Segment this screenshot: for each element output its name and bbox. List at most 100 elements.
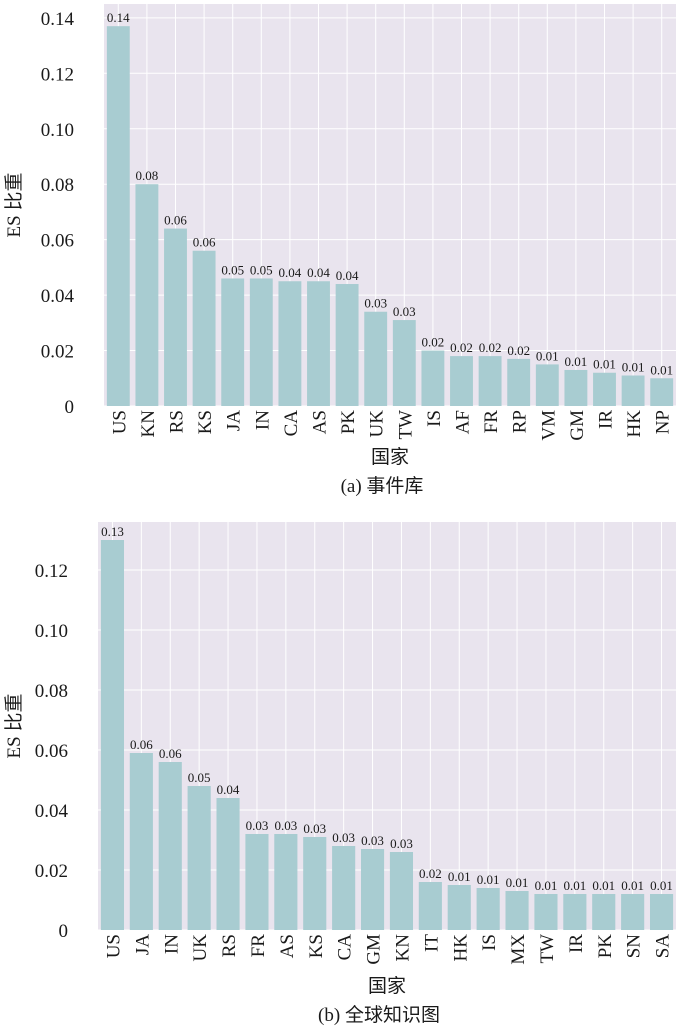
data-label: 0.01 (563, 878, 586, 893)
bar-us (106, 26, 130, 406)
bar-af (450, 356, 473, 406)
data-label: 0.03 (332, 830, 355, 845)
data-label: 0.05 (221, 262, 244, 277)
y-tick-label: 0 (59, 921, 69, 942)
data-label: 0.04 (307, 265, 330, 280)
data-label: 0.03 (361, 833, 384, 848)
data-label: 0.02 (422, 335, 445, 350)
x-tick-label: FR (481, 410, 502, 434)
bar-hk (447, 885, 471, 930)
bar-rs (164, 228, 187, 406)
x-tick-label: AS (277, 934, 298, 958)
x-tick-label: JA (224, 410, 245, 431)
bar-is (476, 888, 500, 930)
x-tick-label: KS (195, 410, 216, 434)
bar-it (418, 882, 442, 930)
x-axis-label: 国家 (371, 446, 409, 468)
data-label: 0.02 (419, 866, 442, 881)
bar-ks (192, 250, 216, 406)
bar-kn (389, 852, 414, 930)
data-label: 0.03 (246, 818, 269, 833)
x-tick-label: VM (538, 410, 559, 441)
y-tick-label: 0.10 (41, 120, 74, 141)
x-tick-label: TW (395, 410, 416, 440)
plot-background (104, 4, 676, 406)
x-tick-label: AF (453, 410, 474, 434)
x-axis-label: 国家 (368, 975, 406, 997)
data-label: 0.06 (130, 737, 153, 752)
x-tick-label: US (109, 410, 130, 434)
data-label: 0.06 (159, 746, 182, 761)
bar-hk (621, 375, 645, 406)
x-tick-label: MX (508, 934, 529, 965)
bar-in (249, 278, 273, 406)
x-tick-label: IS (479, 934, 500, 951)
data-label: 0.04 (217, 782, 240, 797)
bar-as (274, 834, 298, 930)
data-label: 0.01 (535, 878, 558, 893)
data-label: 0.14 (107, 10, 130, 25)
bar-tw (392, 320, 416, 406)
y-tick-label: 0.06 (35, 741, 68, 762)
bar-ja (129, 753, 153, 930)
bar-sn (621, 894, 645, 930)
data-label: 0.01 (593, 357, 616, 372)
data-label: 0.13 (101, 524, 124, 539)
x-tick-label: GM (364, 934, 385, 965)
data-label: 0.05 (250, 262, 273, 277)
x-tick-label: AS (310, 410, 331, 434)
bar-ir (593, 372, 616, 406)
bar-ca (278, 281, 302, 406)
x-tick-label: HK (624, 410, 645, 438)
x-tick-label: FR (248, 934, 269, 958)
data-label: 0.02 (450, 340, 473, 355)
x-tick-label: PK (595, 934, 616, 959)
y-tick-label: 0.12 (35, 561, 68, 582)
y-tick-label: 0.12 (41, 64, 74, 85)
data-label: 0.01 (650, 878, 673, 893)
bar-us (100, 540, 125, 930)
data-label: 0.03 (364, 296, 387, 311)
bar-pk (335, 284, 359, 406)
data-label: 0.04 (279, 265, 302, 280)
x-tick-label: KS (306, 934, 327, 958)
y-tick-label: 0.10 (35, 621, 68, 642)
bar-sa (649, 894, 674, 930)
y-tick-label: 0.04 (41, 286, 75, 307)
figure-caption: (b) 全球知识图 (318, 1004, 440, 1026)
y-axis-label: ES 比重 (3, 173, 25, 238)
bar-ks (303, 837, 327, 930)
bar-uk (187, 786, 211, 930)
y-tick-label: 0.06 (41, 231, 74, 252)
x-tick-label: US (103, 934, 124, 958)
bar-gm (360, 849, 385, 930)
bar-rp (507, 358, 531, 406)
x-tick-label: SA (653, 934, 674, 959)
y-tick-label: 0.08 (35, 681, 68, 702)
y-tick-label: 0.14 (41, 9, 75, 30)
data-label: 0.01 (622, 360, 645, 375)
data-label: 0.01 (477, 872, 500, 887)
x-tick-label: PK (338, 410, 359, 435)
x-tick-label: CA (281, 410, 302, 437)
y-tick-label: 0.02 (35, 861, 68, 882)
data-label: 0.03 (390, 836, 413, 851)
x-tick-label: IT (421, 934, 442, 952)
bar-ja (221, 278, 245, 406)
x-tick-label: GM (567, 410, 588, 441)
data-label: 0.01 (448, 869, 471, 884)
bar-fr (478, 356, 502, 406)
y-tick-label: 0 (65, 397, 75, 418)
data-label: 0.01 (592, 878, 615, 893)
bar-uk (364, 311, 388, 406)
bar-gm (564, 369, 588, 406)
data-label: 0.01 (565, 354, 588, 369)
bar-as (307, 281, 330, 406)
x-tick-label: KN (392, 934, 413, 962)
bar-pk (592, 894, 616, 930)
x-tick-label: RS (167, 410, 188, 433)
bar-tw (534, 894, 558, 930)
bar-vm (535, 364, 559, 406)
x-tick-label: IR (566, 934, 587, 953)
